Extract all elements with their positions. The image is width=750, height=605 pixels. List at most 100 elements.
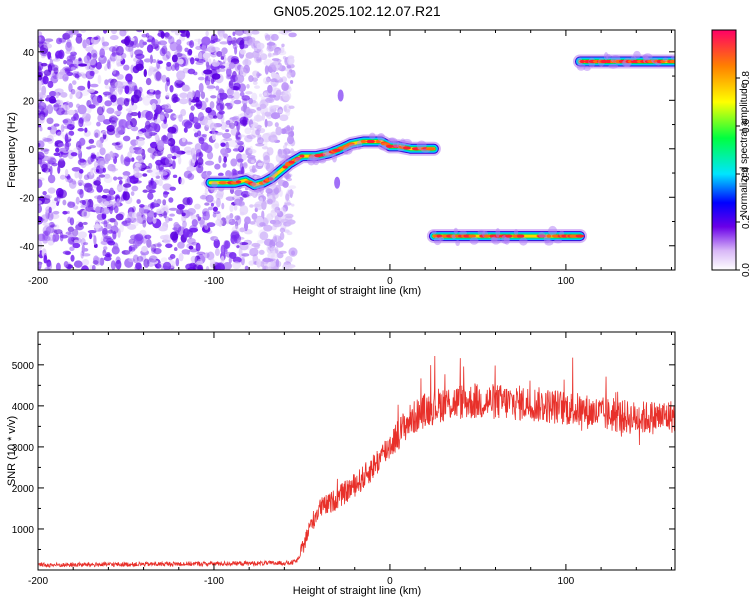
noise-blob bbox=[66, 210, 70, 215]
noise-blob bbox=[78, 149, 83, 160]
noise-blob bbox=[275, 126, 283, 136]
noise-blob bbox=[56, 194, 61, 204]
noise-blob bbox=[244, 216, 251, 225]
noise-blob bbox=[142, 173, 148, 177]
noise-blob bbox=[136, 257, 143, 263]
noise-blob bbox=[220, 114, 225, 124]
noise-blob bbox=[237, 113, 245, 118]
snr-y-tick-label: 2000 bbox=[12, 484, 35, 495]
noise-blob bbox=[156, 198, 162, 205]
noise-blob bbox=[235, 139, 241, 144]
track-smear bbox=[231, 174, 239, 182]
noise-blob bbox=[171, 93, 178, 104]
noise-blob bbox=[135, 53, 145, 60]
noise-blob bbox=[131, 98, 135, 106]
noise-blob bbox=[148, 162, 153, 170]
spectrogram-marks bbox=[38, 30, 675, 270]
noise-blob bbox=[43, 253, 47, 260]
noise-blob bbox=[215, 197, 221, 208]
noise-blob bbox=[97, 114, 106, 123]
noise-blob bbox=[109, 35, 119, 41]
noise-blob bbox=[96, 106, 104, 116]
noise-blob bbox=[286, 135, 295, 145]
noise-blob bbox=[67, 177, 74, 183]
noise-blob bbox=[256, 107, 262, 111]
noise-blob bbox=[55, 129, 62, 136]
noise-blob bbox=[277, 50, 287, 56]
noise-blob bbox=[68, 130, 75, 136]
noise-blob bbox=[161, 122, 168, 129]
noise-blob bbox=[287, 190, 292, 195]
noise-blob bbox=[62, 250, 71, 255]
noise-blob bbox=[87, 80, 91, 90]
track-smear bbox=[332, 153, 337, 163]
noise-blob bbox=[38, 36, 42, 42]
noise-blob bbox=[136, 146, 143, 155]
snr-x-tick-label: 100 bbox=[558, 576, 575, 587]
noise-blob bbox=[232, 43, 238, 50]
noise-blob bbox=[220, 142, 226, 147]
noise-blob bbox=[246, 154, 256, 159]
noise-blob bbox=[74, 73, 80, 79]
noise-blob bbox=[197, 216, 202, 221]
noise-blob bbox=[228, 251, 237, 260]
noise-blob bbox=[287, 56, 295, 65]
noise-blob bbox=[106, 107, 115, 114]
noise-blob bbox=[103, 256, 112, 262]
noise-blob bbox=[153, 243, 163, 247]
noise-blob bbox=[268, 134, 278, 143]
noise-blob bbox=[82, 221, 88, 225]
noise-blob bbox=[201, 133, 208, 138]
noise-blob bbox=[49, 224, 57, 228]
spectrogram-x-tick-label: -100 bbox=[204, 276, 224, 287]
noise-blob bbox=[88, 104, 96, 109]
noise-blob bbox=[123, 64, 130, 71]
noise-blob bbox=[63, 59, 67, 65]
noise-blob bbox=[189, 40, 195, 49]
noise-blob bbox=[229, 213, 234, 219]
track-smear bbox=[318, 157, 327, 164]
noise-blob bbox=[232, 148, 240, 152]
noise-blob bbox=[258, 127, 266, 134]
noise-blob bbox=[220, 148, 228, 156]
noise-blob bbox=[151, 247, 157, 255]
track-smear bbox=[369, 132, 376, 140]
noise-blob bbox=[148, 262, 155, 267]
noise-blob bbox=[46, 259, 51, 267]
noise-blob bbox=[101, 41, 110, 47]
noise-blob bbox=[136, 216, 143, 224]
noise-blob bbox=[195, 45, 203, 50]
noise-blob bbox=[175, 44, 183, 53]
noise-blob bbox=[196, 213, 200, 218]
noise-blob bbox=[72, 228, 79, 237]
noise-blob bbox=[112, 68, 117, 75]
noise-blob bbox=[154, 65, 162, 70]
track-smear bbox=[583, 66, 591, 71]
noise-blob bbox=[138, 39, 145, 49]
noise-blob bbox=[83, 55, 91, 64]
spectrogram-x-axis-label: Height of straight line (km) bbox=[293, 285, 421, 297]
noise-blob bbox=[195, 260, 204, 265]
track-peak bbox=[579, 59, 586, 64]
spectrogram-x-tick-label: 100 bbox=[558, 276, 575, 287]
noise-blob bbox=[285, 192, 289, 203]
noise-blob bbox=[263, 92, 267, 97]
noise-blob bbox=[116, 73, 124, 80]
noise-blob bbox=[118, 119, 128, 129]
noise-blob bbox=[64, 68, 71, 74]
noise-blob bbox=[38, 151, 45, 160]
noise-blob bbox=[50, 75, 59, 84]
noise-blob bbox=[46, 194, 50, 199]
noise-blob bbox=[252, 70, 259, 77]
noise-blob bbox=[278, 148, 288, 159]
noise-blob bbox=[158, 162, 164, 171]
noise-blob bbox=[257, 162, 263, 167]
noise-blob bbox=[215, 85, 220, 91]
track-smear bbox=[377, 133, 386, 142]
noise-blob bbox=[56, 37, 63, 45]
noise-blob bbox=[219, 32, 224, 40]
noise-blob bbox=[169, 213, 175, 217]
noise-blob bbox=[150, 202, 154, 211]
noise-blob bbox=[169, 254, 176, 259]
noise-blob bbox=[109, 187, 115, 196]
